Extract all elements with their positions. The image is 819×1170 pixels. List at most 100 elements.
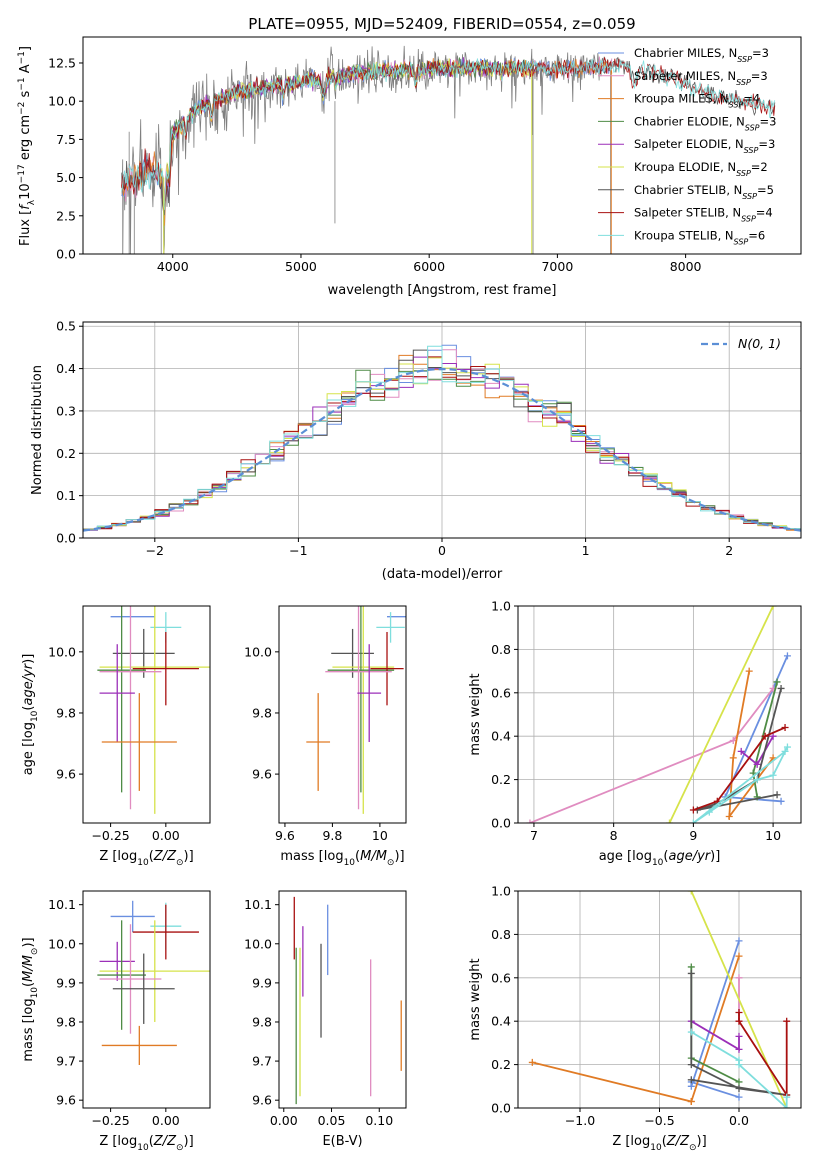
axes-frame — [82, 890, 211, 1109]
weight-point-marker — [528, 1058, 536, 1066]
x-tick-label: 0.0 — [729, 1113, 749, 1128]
y-tick-label: 9.6 — [56, 1093, 76, 1108]
plot-area — [293, 896, 402, 1105]
legend-label: Kroupa MILES, NSSP=4 — [634, 92, 760, 110]
x-tick-label: 5000 — [285, 259, 317, 274]
normal-curve — [83, 367, 801, 532]
weight-point-marker — [729, 754, 737, 762]
x-tick-label: 2 — [725, 543, 733, 558]
y-tick-label: 0.4 — [491, 729, 511, 744]
weight-point-marker — [737, 747, 745, 755]
x-axis-label: (data-model)/error — [382, 567, 503, 582]
x-tick-label: 7 — [530, 828, 538, 843]
weight-point-marker — [777, 684, 785, 692]
weight-series-line — [532, 955, 740, 1103]
legend-label: Kroupa STELIB, NSSP=6 — [634, 228, 765, 246]
plot-area — [306, 606, 406, 814]
weight-point-marker — [761, 732, 769, 740]
x-tick-label: 9.6 — [275, 828, 295, 843]
y-tick-label: 9.8 — [252, 1014, 272, 1029]
weight-point-marker — [735, 1093, 743, 1101]
axes-frame — [278, 890, 407, 1109]
y-tick-label: 1.0 — [491, 599, 511, 614]
axes-frame — [278, 605, 407, 824]
y-tick-label: 0.2 — [56, 446, 76, 461]
axes-foreground: 7 8 9 10 0.0 0.2 0.4 0.6 0.8 1.0 — [491, 599, 802, 843]
y-tick-label: 0.8 — [491, 927, 511, 942]
legend-label: Salpeter MILES, NSSP=3 — [634, 69, 768, 87]
weight-point-marker — [783, 1104, 791, 1108]
x-axis-label: wavelength [Angstrom, rest frame] — [328, 283, 557, 298]
y-axis-label: age [log10(age/yr)] — [21, 654, 40, 776]
figure-title: PLATE=0955, MJD=52409, FIBERID=0554, z=0… — [248, 15, 635, 33]
weight-point-marker — [777, 797, 785, 805]
y-tick-label: 9.6 — [56, 767, 76, 782]
weight-point-marker — [783, 652, 791, 660]
x-tick-label: −1 — [289, 543, 307, 558]
x-tick-label: 0.00 — [152, 828, 180, 843]
weight-series-line — [690, 940, 740, 1099]
y-axis-label: mass weight — [468, 958, 483, 1040]
axes-foreground: −0.25 0.00 9.6 9.8 10.0 — [48, 605, 211, 843]
x-tick-label: 6000 — [413, 259, 445, 274]
weight-point-marker — [783, 1017, 791, 1025]
y-tick-label: 10.0 — [48, 94, 76, 109]
y-tick-label: 9.7 — [56, 1054, 76, 1069]
y-tick-label: 0.0 — [491, 816, 511, 831]
weight-point-marker — [687, 969, 695, 977]
spectrum-legend: Chabrier MILES, NSSP=3 Salpeter MILES, NS… — [598, 46, 776, 246]
weight-point-marker — [725, 812, 733, 820]
y-axis-label: mass [log10(M/M⊙)] — [21, 937, 40, 1061]
weight-point-marker — [687, 963, 695, 971]
mass-vs-metallicity-panel: −0.25 0.00 9.6 9.7 9.8 9.9 10.0 10.1 Z [log10(Z/… — [21, 890, 211, 1153]
weight-point-marker — [773, 678, 781, 686]
y-tick-label: 10.0 — [244, 644, 272, 659]
y-tick-label: 0.8 — [491, 642, 511, 657]
weight-point-marker — [687, 891, 695, 895]
weight-point-marker — [735, 1078, 743, 1086]
weight-point-marker — [753, 776, 761, 784]
y-tick-label: 9.8 — [56, 705, 76, 720]
y-tick-label: 10.1 — [48, 897, 76, 912]
age-vs-metallicity-panel: −0.25 0.00 9.6 9.8 10.0 Z [log10(Z/Z⊙)] age [l… — [21, 605, 211, 868]
weight-point-marker — [781, 747, 789, 755]
legend-label: Salpeter ELODIE, NSSP=3 — [634, 137, 775, 155]
x-tick-label: 7000 — [541, 259, 573, 274]
legend-label: Chabrier ELODIE, NSSP=3 — [634, 114, 776, 131]
y-tick-label: 0.6 — [491, 685, 511, 700]
y-tick-label: 12.5 — [48, 55, 76, 70]
legend-label: Chabrier MILES, NSSP=3 — [634, 46, 769, 64]
weight-series-line — [738, 1012, 788, 1099]
x-axis-label: age [log10(age/yr)] — [599, 849, 721, 868]
weight-point-marker — [735, 937, 743, 945]
y-tick-label: 0.5 — [56, 319, 76, 334]
y-tick-label: 0.6 — [491, 970, 511, 985]
legend-label: Kroupa ELODIE, NSSP=2 — [634, 160, 768, 178]
axes-foreground: 0.00 0.05 0.10 9.6 9.7 9.8 9.9 10.0 10.1 — [244, 890, 407, 1128]
x-axis-label: mass [log10(M/M⊙)] — [280, 849, 404, 868]
weight-point-marker — [526, 819, 534, 823]
legend-label: Salpeter STELIB, NSSP=4 — [634, 206, 773, 224]
weight-point-marker — [705, 808, 713, 816]
weight-series-line — [668, 606, 774, 823]
model-spectrum-line — [121, 58, 776, 210]
x-tick-label: 4000 — [157, 259, 189, 274]
y-tick-label: 0.0 — [56, 531, 76, 546]
x-tick-label: 10 — [372, 828, 388, 843]
y-tick-label: 9.8 — [252, 705, 272, 720]
axes-frame — [82, 605, 211, 824]
x-tick-label: 10 — [765, 828, 781, 843]
histogram-step — [83, 345, 801, 533]
x-tick-label: 8000 — [670, 259, 702, 274]
y-tick-label: 9.7 — [252, 1054, 272, 1069]
plot-area — [528, 891, 791, 1108]
weight-point-marker — [735, 1084, 743, 1092]
weight-point-marker — [665, 819, 673, 823]
weight-point-marker — [745, 667, 753, 675]
x-tick-label: −0.25 — [91, 1113, 129, 1128]
age-vs-mass-panel: 9.6 9.8 10 9.6 9.8 10.0 mass [log10(M/M⊙)] — [244, 605, 407, 868]
x-tick-label: −0.5 — [644, 1113, 674, 1128]
y-tick-label: 0.0 — [56, 247, 76, 262]
plot-area — [121, 45, 776, 254]
